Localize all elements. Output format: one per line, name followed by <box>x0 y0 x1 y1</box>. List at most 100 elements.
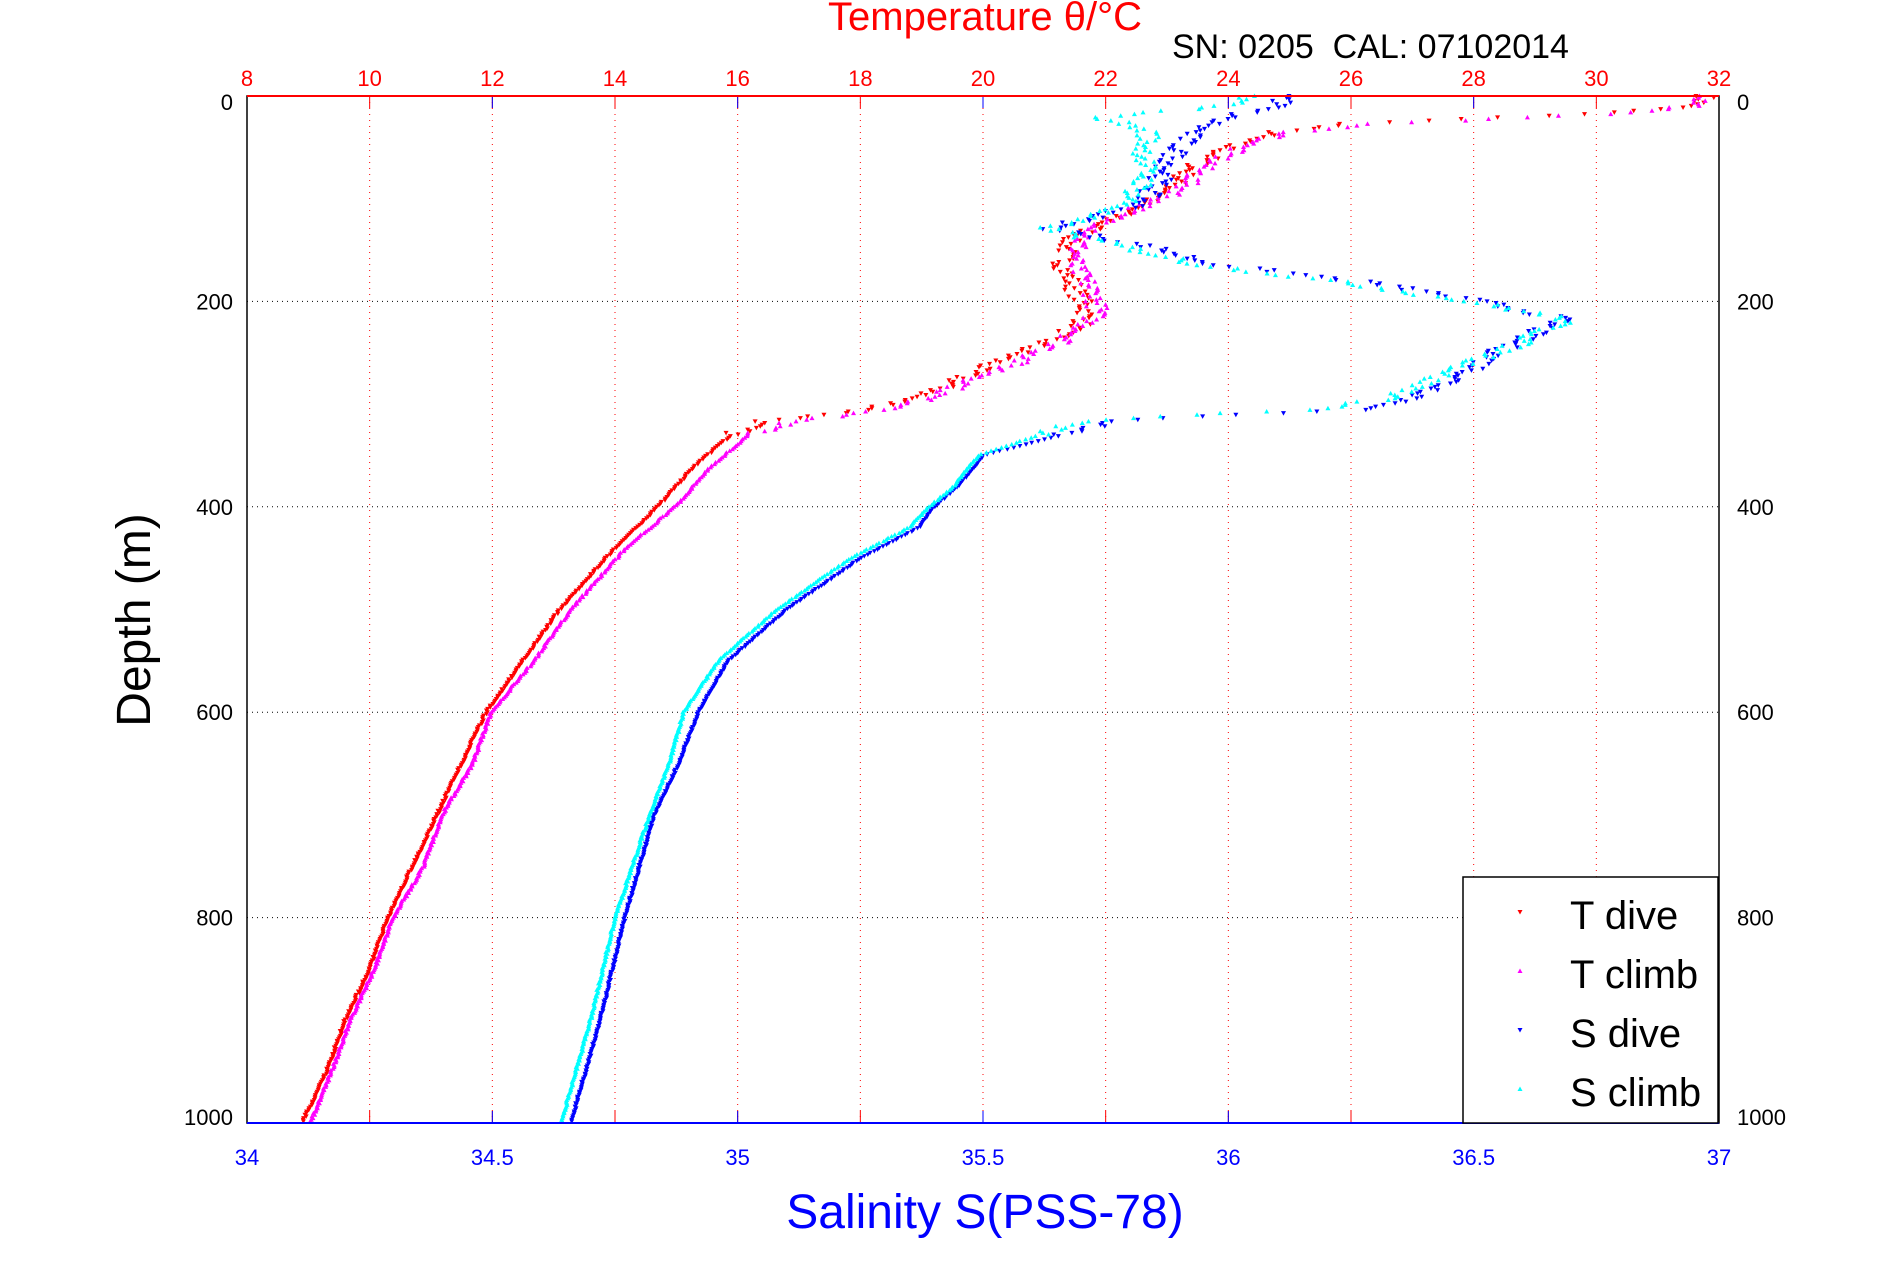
data-point <box>344 1015 350 1021</box>
data-point <box>1409 119 1415 125</box>
data-point <box>1122 188 1128 194</box>
data-point <box>1029 440 1035 446</box>
data-point <box>861 554 867 559</box>
data-point <box>607 552 613 557</box>
depth-tick-label-left: 800 <box>196 906 233 931</box>
data-point <box>1399 387 1405 393</box>
data-point <box>1209 120 1215 125</box>
data-point <box>1140 109 1146 115</box>
data-point <box>858 550 864 555</box>
data-point <box>1170 174 1176 180</box>
data-point <box>1342 402 1348 407</box>
data-point <box>437 810 443 815</box>
data-point <box>689 467 695 472</box>
data-point <box>1227 152 1233 158</box>
data-point <box>1131 210 1137 215</box>
data-point <box>743 634 749 639</box>
data-point <box>1183 169 1189 175</box>
data-point <box>708 464 714 470</box>
temp-tick-label: 28 <box>1461 66 1485 91</box>
data-point <box>1062 279 1068 285</box>
data-point <box>1403 290 1409 296</box>
data-point <box>892 532 898 537</box>
data-point <box>1013 440 1019 445</box>
data-point <box>1152 174 1158 180</box>
data-point <box>1095 212 1101 217</box>
data-point <box>1072 328 1078 333</box>
data-point <box>1139 154 1145 159</box>
data-point <box>1032 433 1038 439</box>
data-point <box>1048 435 1054 441</box>
data-point <box>785 599 791 605</box>
data-point <box>1477 297 1483 303</box>
data-point <box>946 378 952 383</box>
data-point <box>1490 354 1496 360</box>
data-point <box>1243 269 1249 274</box>
data-point <box>1140 174 1146 179</box>
data-point <box>312 1112 318 1117</box>
data-point <box>747 429 753 434</box>
data-point <box>890 539 896 544</box>
data-point <box>944 384 950 389</box>
data-point <box>1486 361 1492 367</box>
data-point <box>639 836 645 841</box>
data-point <box>865 552 871 557</box>
data-point <box>1099 220 1105 226</box>
data-point <box>1122 211 1128 217</box>
data-point <box>1270 98 1276 104</box>
data-point <box>810 581 816 587</box>
data-point <box>1059 240 1065 245</box>
data-point <box>1546 113 1552 119</box>
data-point <box>1696 95 1702 100</box>
data-point <box>1164 193 1170 199</box>
data-point <box>792 594 798 600</box>
data-point <box>941 496 947 502</box>
data-point <box>1134 187 1140 192</box>
data-point <box>1080 315 1086 320</box>
data-point <box>1085 309 1091 314</box>
data-point <box>1377 281 1383 286</box>
data-point <box>1087 213 1093 218</box>
data-point <box>767 621 773 626</box>
data-point <box>1461 298 1467 304</box>
data-point <box>1071 254 1077 260</box>
data-point <box>1417 389 1423 395</box>
data-point <box>1178 187 1184 192</box>
data-point <box>1133 123 1139 128</box>
data-point <box>828 577 834 582</box>
data-point <box>914 394 920 400</box>
data-point <box>1071 297 1077 303</box>
data-point <box>1124 190 1130 195</box>
data-point <box>1680 105 1686 111</box>
data-point <box>849 555 855 560</box>
data-point <box>1319 274 1325 280</box>
data-point <box>1089 320 1095 325</box>
depth-tick-label-left: 200 <box>196 289 233 314</box>
data-point <box>1290 271 1296 276</box>
data-point <box>1014 351 1020 357</box>
data-point <box>1173 177 1179 183</box>
data-point <box>1456 378 1462 383</box>
data-point <box>871 549 877 554</box>
data-point <box>463 773 469 779</box>
data-point <box>839 561 845 567</box>
data-point <box>999 445 1005 450</box>
data-point <box>548 621 554 626</box>
data-point <box>1200 414 1206 419</box>
data-point <box>1065 235 1071 240</box>
data-point <box>1536 326 1542 332</box>
data-point <box>1126 195 1132 200</box>
data-point <box>954 374 960 380</box>
data-point <box>923 507 929 513</box>
data-point <box>414 856 420 861</box>
data-point <box>1562 318 1568 324</box>
data-point <box>993 358 999 364</box>
data-point <box>602 570 608 575</box>
data-point <box>1080 218 1086 223</box>
data-point <box>1226 264 1232 270</box>
data-point <box>1183 178 1189 184</box>
data-point <box>1127 247 1133 253</box>
data-point <box>1146 187 1152 193</box>
data-point <box>1003 443 1009 449</box>
y-axis-label: Depth (m) <box>108 513 161 726</box>
